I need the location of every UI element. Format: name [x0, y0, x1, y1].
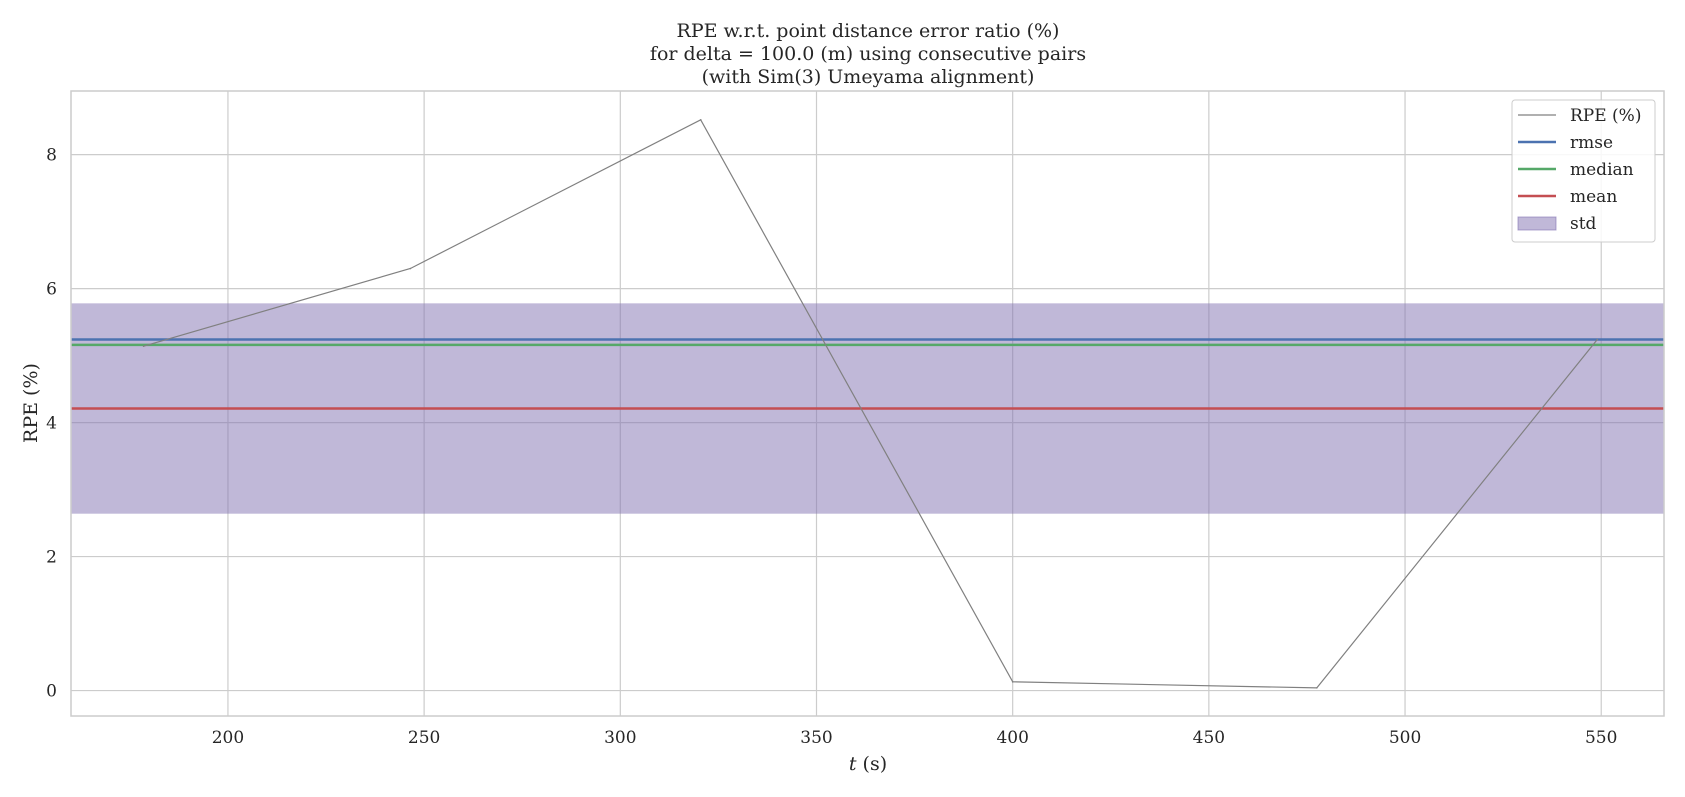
- x-axis-label: t (s): [849, 753, 887, 775]
- x-tick-label-400: 400: [996, 728, 1028, 748]
- data-point: [1596, 338, 1599, 341]
- data-point: [142, 345, 145, 348]
- legend-box: [1511, 99, 1656, 243]
- x-tick-label-300: 300: [604, 728, 636, 748]
- x-tick-label-450: 450: [1193, 728, 1225, 748]
- x-tick-label-500: 500: [1389, 728, 1421, 748]
- stat-lines-layer: [71, 338, 1664, 410]
- x-tick-labels: 200 250 300 350 400 450 500 550: [212, 728, 1618, 748]
- chart-title-line-3: (with Sim(3) Umeyama alignment): [702, 66, 1035, 88]
- chart-title: RPE w.r.t. point distance error ratio (%…: [650, 20, 1086, 88]
- y-tick-label-4: 4: [46, 414, 57, 434]
- legend-label-rpe: RPE (%): [1570, 106, 1641, 126]
- legend-label-std: std: [1570, 214, 1597, 234]
- legend-label-mean: mean: [1570, 187, 1617, 207]
- y-tick-label-8: 8: [46, 146, 57, 166]
- chart-title-line-2: for delta = 100.0 (m) using consecutive …: [650, 43, 1086, 65]
- legend-label-rmse: rmse: [1570, 133, 1613, 153]
- series-layer: [142, 119, 1599, 689]
- legend-item-rmse: rmse: [1518, 133, 1613, 153]
- y-axis-label: RPE (%): [20, 363, 42, 443]
- x-axis-label-unit: (s): [857, 753, 888, 775]
- chart-title-line-1: RPE w.r.t. point distance error ratio (%…: [677, 20, 1060, 42]
- x-tick-label-550: 550: [1585, 728, 1617, 748]
- x-axis-label-var: t: [849, 753, 857, 775]
- data-point: [1315, 687, 1318, 689]
- plot-area-frame: [70, 90, 1665, 717]
- data-point: [1011, 681, 1014, 683]
- legend-swatch-std: [1517, 216, 1557, 231]
- y-tick-label-2: 2: [46, 548, 57, 568]
- data-point: [699, 119, 702, 121]
- x-tick-label-250: 250: [408, 728, 440, 748]
- series-line-rpe: [143, 119, 1598, 689]
- legend-item-std: std: [1517, 214, 1597, 234]
- legend-item-median: median: [1518, 160, 1634, 180]
- legend-item-rpe: RPE (%): [1518, 106, 1641, 126]
- legend-label-median: median: [1570, 160, 1634, 180]
- legend: RPE (%) rmse median mean std: [1511, 99, 1656, 243]
- legend-item-mean: mean: [1518, 187, 1617, 207]
- y-tick-label-6: 6: [46, 280, 57, 300]
- x-tick-label-200: 200: [212, 728, 244, 748]
- x-tick-label-350: 350: [800, 728, 832, 748]
- data-point: [409, 267, 412, 270]
- y-tick-labels: 0 2 4 6 8: [46, 146, 57, 702]
- y-tick-label-0: 0: [46, 682, 57, 702]
